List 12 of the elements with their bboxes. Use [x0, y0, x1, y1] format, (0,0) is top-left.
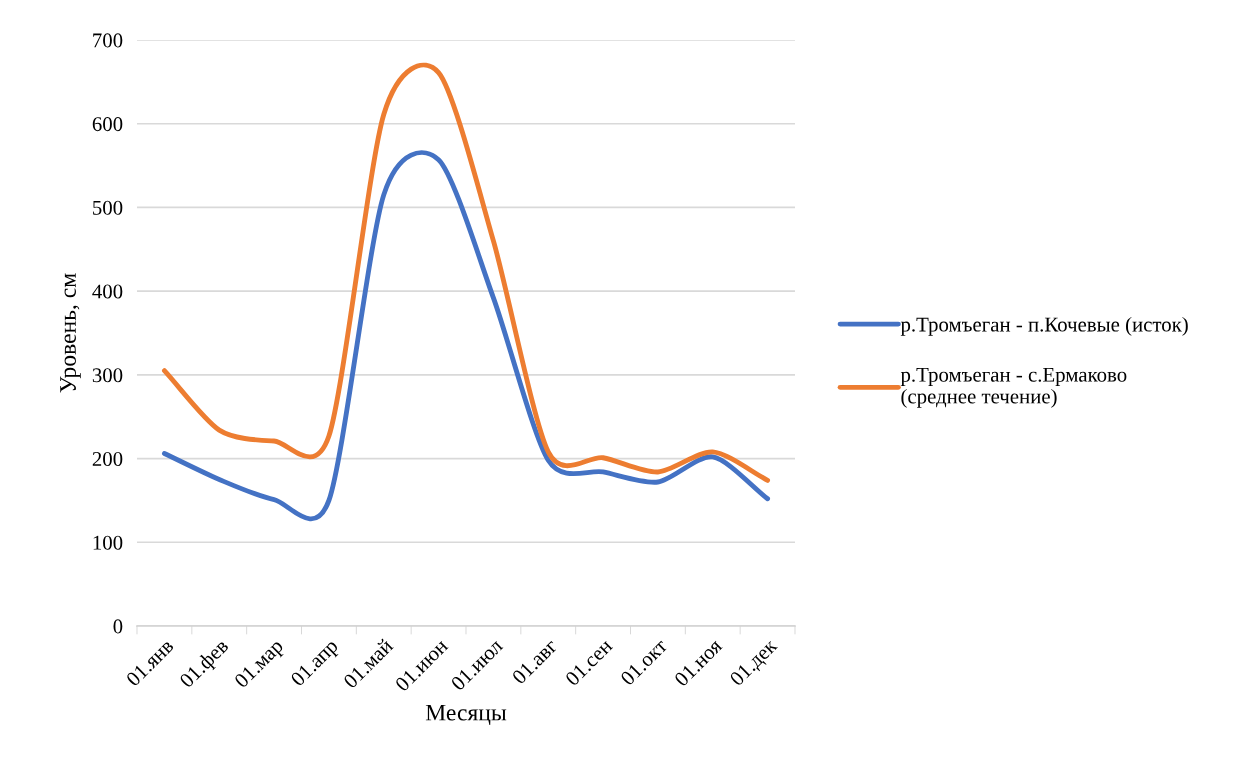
- y-tick-label: 400: [92, 284, 123, 299]
- legend-label: р.Тромъеган - с.Ермаково (среднее течение): [900, 367, 1127, 408]
- y-tick-label: 200: [92, 451, 123, 466]
- y-tick-label: 0: [113, 619, 123, 634]
- y-tick-label: 100: [93, 535, 123, 550]
- y-tick-label: 700: [93, 33, 123, 48]
- x-axis-title: Месяцы: [425, 704, 507, 725]
- legend-label: р.Тромъеган - п.Кочевые (исток): [900, 316, 1188, 336]
- y-axis-title: Уровень, см: [60, 273, 81, 393]
- y-tick-label: 600: [92, 117, 123, 132]
- y-tick-label: 300: [92, 368, 123, 383]
- y-tick-label: 500: [93, 200, 123, 215]
